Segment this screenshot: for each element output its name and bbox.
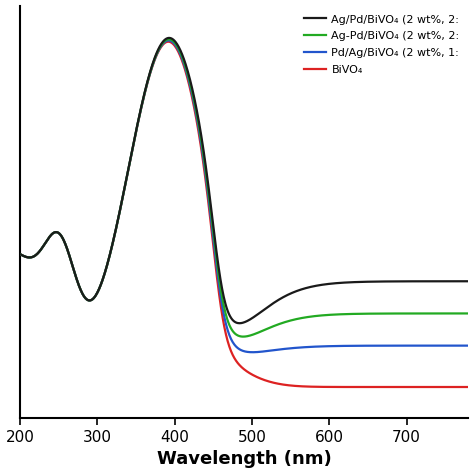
Pd/Ag/BiVO₄ (2 wt%, 1: <box>166 37 172 43</box>
Ag/Pd/BiVO₄ (2 wt%, 2: <box>404 279 410 284</box>
Legend: Ag/Pd/BiVO₄ (2 wt%, 2:, Ag-Pd/BiVO₄ (2 wt%, 2:, Pd/Ag/BiVO₄ (2 wt%, 1:, BiVO₄: Ag/Pd/BiVO₄ (2 wt%, 2:, Ag-Pd/BiVO₄ (2 w… <box>301 11 463 78</box>
Ag-Pd/BiVO₄ (2 wt%, 2: <box>166 36 172 42</box>
Ag-Pd/BiVO₄ (2 wt%, 2: <box>304 314 310 320</box>
Ag-Pd/BiVO₄ (2 wt%, 2: <box>404 310 410 316</box>
BiVO₄ <box>358 384 364 390</box>
Ag/Pd/BiVO₄ (2 wt%, 2: <box>45 237 50 243</box>
Ag-Pd/BiVO₄ (2 wt%, 2: <box>45 237 50 243</box>
BiVO₄ <box>465 384 471 390</box>
BiVO₄ <box>278 382 284 387</box>
Ag/Pd/BiVO₄ (2 wt%, 2: <box>17 251 23 257</box>
Ag-Pd/BiVO₄ (2 wt%, 2: <box>358 311 364 317</box>
Ag-Pd/BiVO₄ (2 wt%, 2: <box>279 320 284 326</box>
BiVO₄ <box>388 384 393 390</box>
Line: Ag/Pd/BiVO₄ (2 wt%, 2:: Ag/Pd/BiVO₄ (2 wt%, 2: <box>20 38 468 323</box>
Pd/Ag/BiVO₄ (2 wt%, 1: <box>304 344 310 350</box>
Ag-Pd/BiVO₄ (2 wt%, 2: <box>465 310 471 316</box>
Ag-Pd/BiVO₄ (2 wt%, 2: <box>291 317 296 323</box>
BiVO₄ <box>404 384 410 390</box>
Ag/Pd/BiVO₄ (2 wt%, 2: <box>291 290 296 295</box>
Ag/Pd/BiVO₄ (2 wt%, 2: <box>304 285 310 291</box>
Pd/Ag/BiVO₄ (2 wt%, 1: <box>291 345 296 351</box>
Pd/Ag/BiVO₄ (2 wt%, 1: <box>17 251 23 257</box>
Ag/Pd/BiVO₄ (2 wt%, 2: <box>465 278 471 284</box>
X-axis label: Wavelength (nm): Wavelength (nm) <box>157 450 332 468</box>
BiVO₄ <box>45 237 50 243</box>
Pd/Ag/BiVO₄ (2 wt%, 1: <box>249 349 255 355</box>
Line: BiVO₄: BiVO₄ <box>20 42 468 387</box>
BiVO₄ <box>17 251 23 257</box>
Ag/Pd/BiVO₄ (2 wt%, 2: <box>279 295 284 301</box>
Ag/Pd/BiVO₄ (2 wt%, 2: <box>358 279 364 285</box>
BiVO₄ <box>165 39 171 45</box>
Pd/Ag/BiVO₄ (2 wt%, 1: <box>465 343 471 348</box>
BiVO₄ <box>290 383 296 389</box>
Ag/Pd/BiVO₄ (2 wt%, 2: <box>166 35 172 41</box>
Line: Ag-Pd/BiVO₄ (2 wt%, 2:: Ag-Pd/BiVO₄ (2 wt%, 2: <box>20 39 468 337</box>
Ag-Pd/BiVO₄ (2 wt%, 2: <box>240 334 246 339</box>
Ag-Pd/BiVO₄ (2 wt%, 2: <box>17 251 23 257</box>
Pd/Ag/BiVO₄ (2 wt%, 1: <box>358 343 364 348</box>
Line: Pd/Ag/BiVO₄ (2 wt%, 1:: Pd/Ag/BiVO₄ (2 wt%, 1: <box>20 40 468 352</box>
Pd/Ag/BiVO₄ (2 wt%, 1: <box>404 343 410 348</box>
BiVO₄ <box>303 383 309 389</box>
Pd/Ag/BiVO₄ (2 wt%, 1: <box>279 346 284 352</box>
Pd/Ag/BiVO₄ (2 wt%, 1: <box>45 237 50 243</box>
Ag/Pd/BiVO₄ (2 wt%, 2: <box>237 320 242 326</box>
